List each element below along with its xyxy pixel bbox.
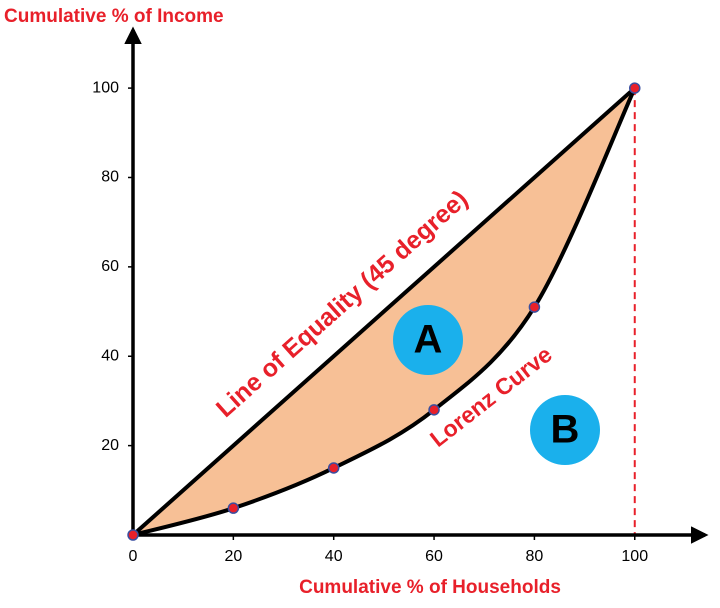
lorenz-point	[327, 462, 340, 474]
x-tick-label: 80	[526, 548, 544, 565]
y-tick-label: 20	[101, 437, 119, 454]
x-tick-label: 40	[325, 548, 343, 565]
lorenz-point	[528, 301, 541, 313]
y-axis-title: Cumulative % of Income	[4, 6, 224, 27]
y-tick-label: 100	[92, 79, 119, 96]
lorenz-point	[227, 502, 240, 514]
x-tick-label: 100	[621, 548, 648, 565]
equality-line	[131, 86, 637, 537]
x-tick-label: 0	[129, 548, 138, 565]
region-badge	[393, 305, 463, 375]
lorenz-point	[127, 529, 139, 541]
y-tick-label: 60	[101, 258, 119, 275]
region-label: A	[414, 318, 443, 362]
y-tick-label: 80	[101, 169, 119, 186]
x-axis-title: Cumulative % of Households	[299, 577, 561, 598]
lorenz-point	[629, 82, 641, 94]
lorenz-point	[428, 404, 440, 416]
region-label: B	[551, 408, 580, 452]
region-badge	[530, 395, 600, 465]
x-tick-label: 60	[425, 548, 443, 565]
x-tick-label: 20	[224, 548, 242, 565]
y-tick-label: 40	[101, 347, 119, 364]
